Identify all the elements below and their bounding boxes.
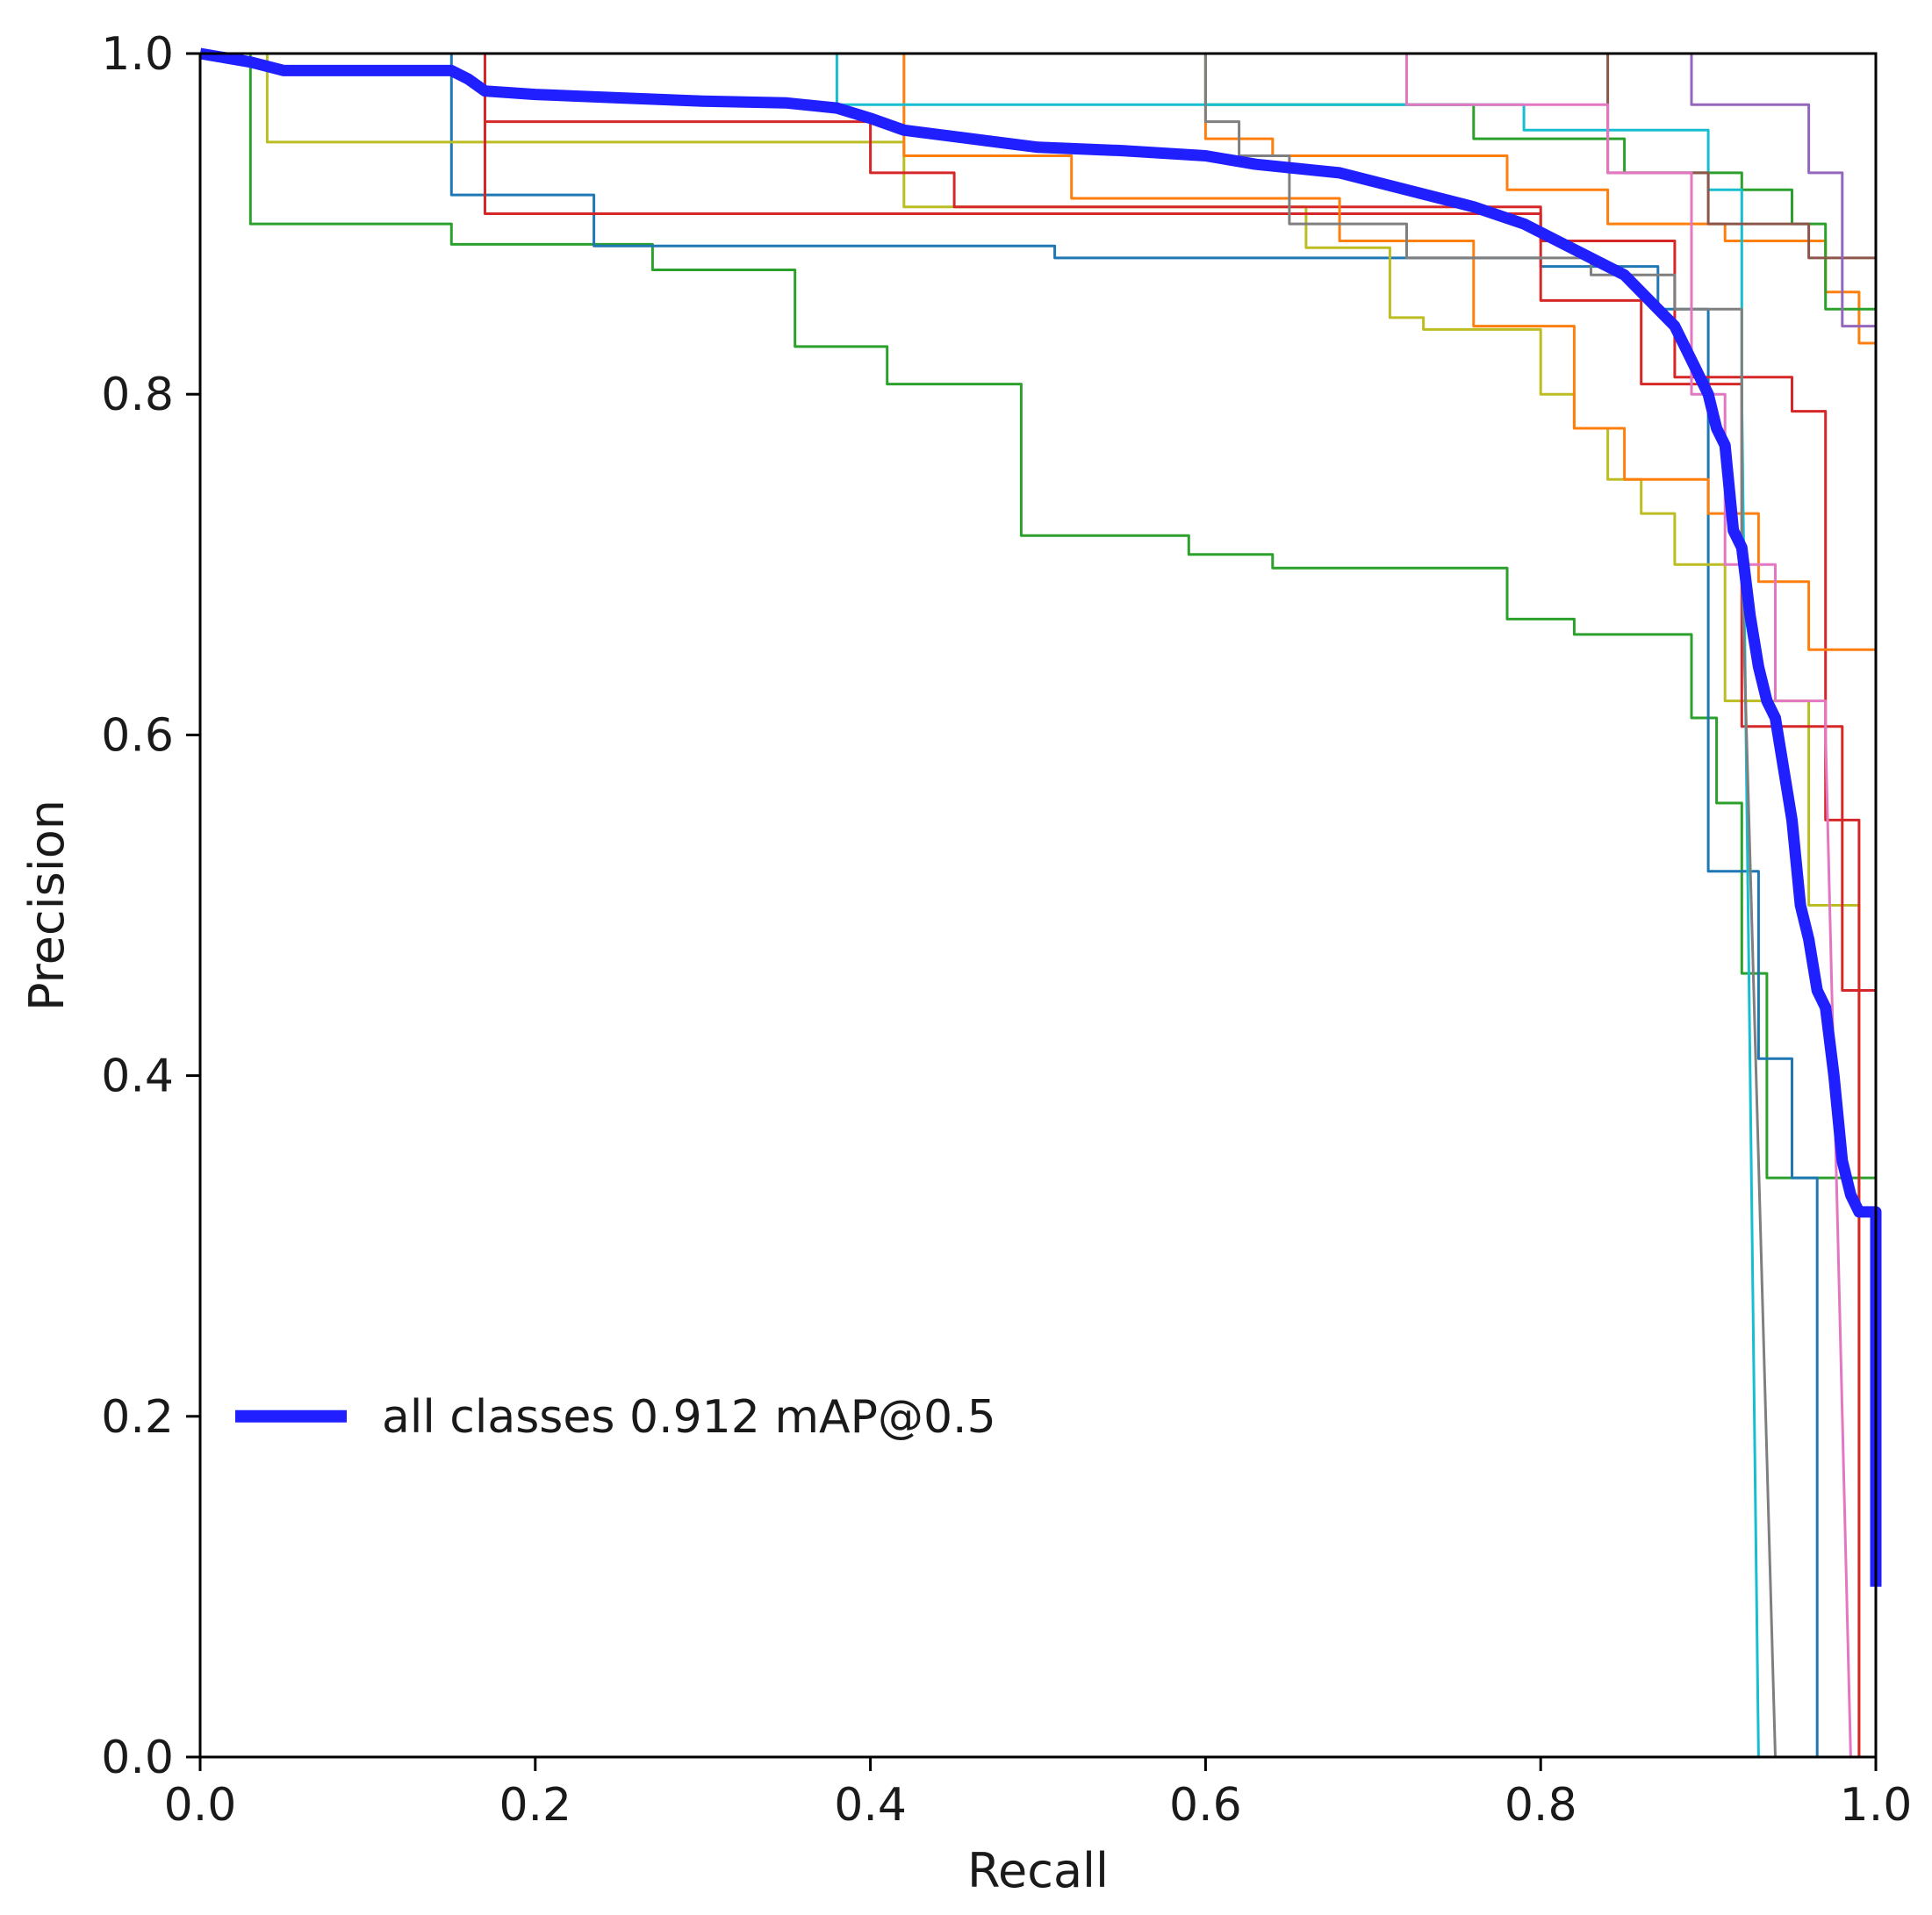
series-line-class-red-1 bbox=[200, 52, 1876, 992]
x-tick-label: 0.6 bbox=[1169, 1779, 1242, 1832]
series-line-class-purple bbox=[1690, 54, 1876, 328]
y-tick-label: 0.4 bbox=[101, 1051, 174, 1103]
ticks-layer: 0.0 0.2 0.4 0.6 0.8 1.0 0.0 0.2 0.4 0.6 0.8 1.0 bbox=[101, 28, 1912, 1832]
series-line-class-green-2 bbox=[1203, 54, 1878, 1757]
series-line-class-gray bbox=[1203, 54, 1777, 1758]
series-line-class-blue-1 bbox=[200, 52, 1819, 1757]
series-layer bbox=[198, 47, 1882, 1758]
y-tick-label: 0.2 bbox=[101, 1391, 174, 1444]
series-line-class-orange-1 bbox=[902, 54, 1876, 651]
x-axis-label: Recall bbox=[967, 1843, 1109, 1898]
x-tick-label: 0.4 bbox=[834, 1779, 907, 1832]
y-tick-label: 1.0 bbox=[101, 28, 174, 81]
y-tick-label: 0.8 bbox=[101, 369, 174, 421]
series-line-class-pink bbox=[1405, 54, 1852, 1758]
series-line-all-classes bbox=[198, 47, 1882, 1587]
series-line-class-red-2 bbox=[484, 54, 1861, 1757]
series-line-class-green-low bbox=[200, 52, 1876, 1180]
y-tick-label: 0.0 bbox=[101, 1732, 174, 1784]
y-tick-label: 0.6 bbox=[101, 709, 174, 762]
x-tick-label: 0.8 bbox=[1505, 1779, 1577, 1832]
x-tick-label: 0.0 bbox=[164, 1779, 237, 1832]
x-tick-label: 0.2 bbox=[499, 1779, 571, 1832]
series-line-class-cyan bbox=[200, 52, 1760, 1758]
plot-frame bbox=[198, 52, 1878, 1759]
legend-label: all classes 0.912 mAP@0.5 bbox=[382, 1391, 996, 1444]
series-line-class-orange-2 bbox=[1203, 54, 1876, 345]
x-tick-label: 1.0 bbox=[1840, 1779, 1913, 1832]
y-axis-label: Precision bbox=[19, 800, 75, 1011]
legend: all classes 0.912 mAP@0.5 bbox=[235, 1391, 996, 1444]
